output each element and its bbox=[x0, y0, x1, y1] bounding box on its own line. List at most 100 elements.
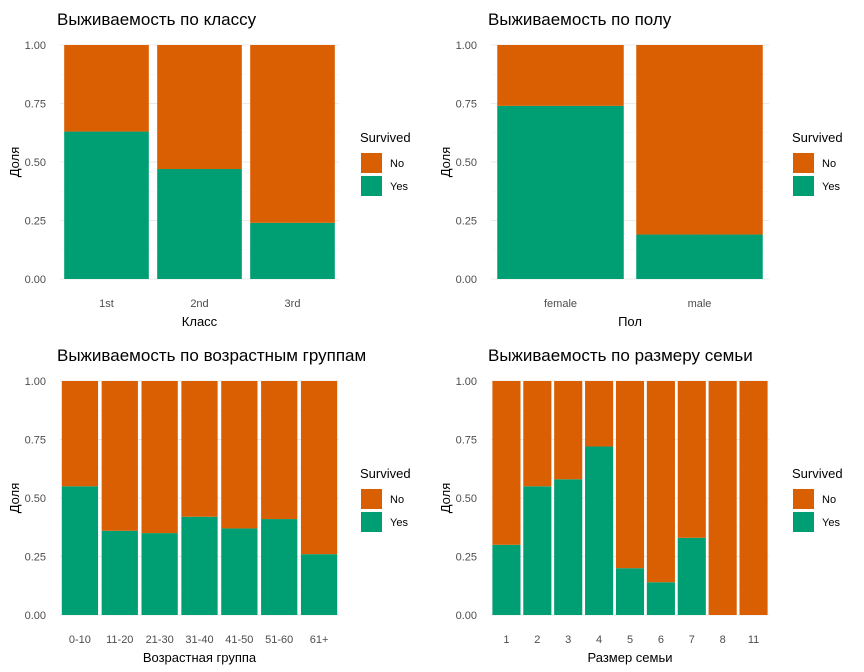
legend-label-yes: Yes bbox=[822, 181, 840, 193]
bar-no-11 bbox=[739, 381, 768, 615]
legend: Survived No Yes bbox=[792, 466, 843, 532]
x-tick-label: 1st bbox=[99, 298, 114, 310]
bar-yes-1 bbox=[492, 544, 521, 615]
y-tick-label: 0.25 bbox=[456, 552, 477, 564]
bar-yes-0-10 bbox=[61, 486, 99, 615]
legend-key-no bbox=[361, 489, 382, 509]
y-axis-title: Доля bbox=[7, 147, 22, 178]
x-tick-label: 31-40 bbox=[185, 634, 213, 646]
y-tick-label: 0.25 bbox=[456, 216, 477, 228]
y-tick-label: 1.00 bbox=[456, 376, 477, 388]
chart-panel-3: 0.00 0.25 0.50 0.75 1.00 0-10 11-20 21-30 31-40 4… bbox=[7, 346, 411, 665]
x-tick-label: 2nd bbox=[190, 298, 208, 310]
bar-yes-3 bbox=[554, 479, 583, 615]
bar-no-51-60 bbox=[261, 381, 298, 520]
bar-no-21-30 bbox=[141, 381, 178, 534]
bar-yes-male bbox=[636, 234, 763, 279]
bar-no-3rd bbox=[250, 45, 335, 223]
legend-key-yes bbox=[361, 176, 382, 196]
chart-title: Выживаемость по возрастным группам bbox=[57, 346, 366, 365]
y-tick-label: 0.00 bbox=[25, 274, 46, 286]
bar-no-5 bbox=[615, 381, 645, 569]
bar-no-31-40 bbox=[181, 381, 218, 517]
legend-key-yes bbox=[361, 512, 382, 532]
bar-yes-7 bbox=[677, 537, 706, 615]
x-tick-label: 4 bbox=[596, 634, 602, 646]
x-tick-label: 21-30 bbox=[146, 634, 174, 646]
x-tick-label: 11 bbox=[748, 634, 759, 646]
x-axis-title: Пол bbox=[618, 314, 642, 329]
chart-title: Выживаемость по классу bbox=[57, 10, 257, 29]
legend: Survived No Yes bbox=[360, 466, 411, 532]
legend-key-yes bbox=[793, 512, 814, 532]
legend-title: Survived bbox=[792, 130, 843, 145]
y-axis-title: Доля bbox=[438, 483, 453, 514]
bars bbox=[492, 381, 768, 615]
bar-no-6 bbox=[646, 381, 675, 583]
y-tick-label: 0.50 bbox=[25, 157, 46, 169]
bar-yes-61+ bbox=[300, 554, 338, 615]
y-tick-label: 1.00 bbox=[456, 40, 477, 52]
legend-title: Survived bbox=[360, 130, 411, 145]
x-tick-label: 0-10 bbox=[69, 634, 91, 646]
bars bbox=[497, 45, 763, 279]
bar-yes-2nd bbox=[157, 169, 242, 279]
y-tick-label: 0.25 bbox=[25, 216, 46, 228]
bar-no-61+ bbox=[300, 381, 338, 555]
x-tick-label: 61+ bbox=[310, 634, 329, 646]
y-tick-label: 0.50 bbox=[25, 493, 46, 505]
y-tick-label: 0.00 bbox=[25, 610, 46, 622]
y-tick-label: 1.00 bbox=[25, 40, 46, 52]
bar-no-7 bbox=[677, 381, 706, 538]
y-tick-label: 0.00 bbox=[456, 274, 477, 286]
x-tick-label: 5 bbox=[627, 634, 633, 646]
bar-no-11-20 bbox=[101, 381, 138, 531]
bar-no-3 bbox=[554, 381, 583, 480]
legend: Survived No Yes bbox=[360, 130, 411, 196]
bars bbox=[61, 381, 338, 615]
bar-no-8 bbox=[708, 381, 737, 615]
legend-label-yes: Yes bbox=[390, 517, 408, 529]
legend-key-yes bbox=[793, 176, 814, 196]
x-tick-label: female bbox=[544, 298, 577, 310]
x-tick-label: 3rd bbox=[285, 298, 301, 310]
bar-yes-3rd bbox=[250, 222, 335, 279]
bar-yes-51-60 bbox=[261, 519, 298, 615]
chart-title: Выживаемость по полу bbox=[488, 10, 672, 29]
legend-title: Survived bbox=[792, 466, 843, 481]
x-tick-label: 7 bbox=[689, 634, 695, 646]
chart-panel-4: 0.00 0.25 0.50 0.75 1.00 1 2 3 4 5 6 7 8 11 Выживаемос… bbox=[438, 346, 843, 665]
x-tick-label: 41-50 bbox=[225, 634, 253, 646]
x-tick-label: 3 bbox=[565, 634, 571, 646]
bar-no-41-50 bbox=[221, 381, 258, 529]
y-tick-label: 1.00 bbox=[25, 376, 46, 388]
y-tick-label: 0.75 bbox=[25, 435, 46, 447]
legend-key-no bbox=[793, 153, 814, 173]
y-tick-label: 0.25 bbox=[25, 552, 46, 564]
bar-no-0-10 bbox=[61, 381, 99, 487]
y-tick-label: 0.00 bbox=[456, 610, 477, 622]
x-axis-title: Класс bbox=[182, 314, 218, 329]
bars bbox=[64, 45, 335, 279]
bar-yes-5 bbox=[615, 568, 645, 615]
x-tick-label: 51-60 bbox=[265, 634, 293, 646]
y-tick-label: 0.75 bbox=[456, 435, 477, 447]
legend-label-no: No bbox=[390, 158, 404, 170]
bar-no-4 bbox=[585, 381, 614, 447]
bar-yes-11-20 bbox=[101, 530, 138, 615]
bar-yes-41-50 bbox=[221, 528, 258, 615]
x-tick-label: 11-20 bbox=[106, 634, 133, 646]
x-tick-label: 2 bbox=[534, 634, 540, 646]
legend-label-no: No bbox=[822, 494, 836, 506]
chart-title: Выживаемость по размеру семьи bbox=[488, 346, 753, 365]
bar-yes-2 bbox=[523, 486, 552, 615]
y-tick-label: 0.50 bbox=[456, 157, 477, 169]
bar-no-female bbox=[497, 45, 624, 106]
legend-label-yes: Yes bbox=[822, 517, 840, 529]
legend-label-yes: Yes bbox=[390, 181, 408, 193]
legend-label-no: No bbox=[822, 158, 836, 170]
y-axis-title: Доля bbox=[7, 483, 22, 514]
bar-yes-21-30 bbox=[141, 533, 178, 615]
bar-yes-female bbox=[497, 105, 624, 279]
